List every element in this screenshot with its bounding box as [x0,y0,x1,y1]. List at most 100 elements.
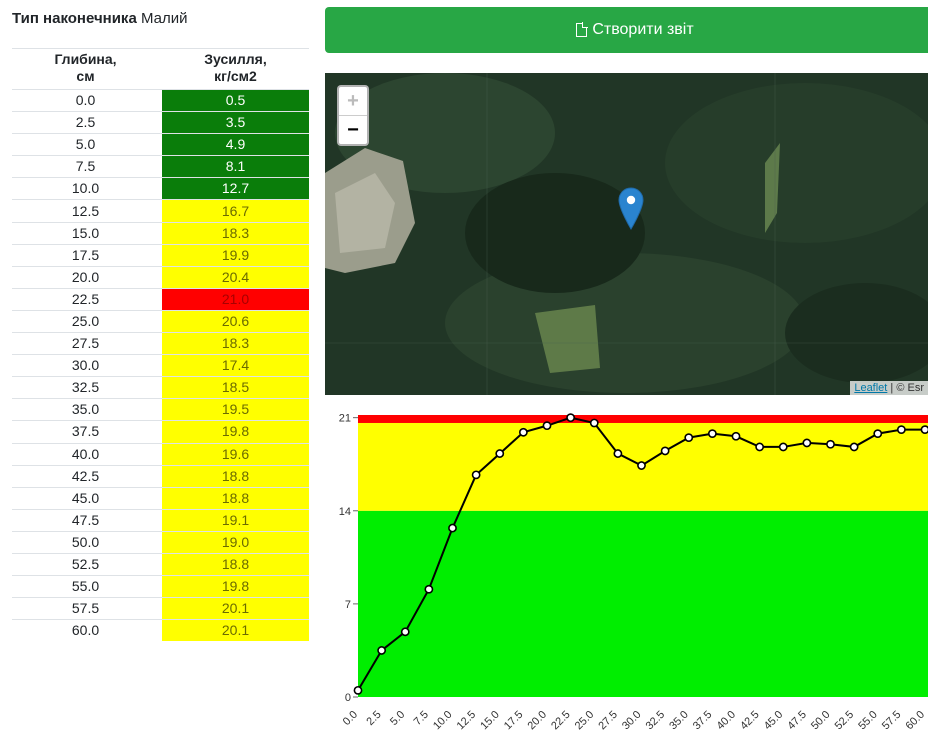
force-cell: 20.6 [162,309,309,333]
x-tick-label: 32.5 [644,709,668,733]
x-tick-label: 7.5 [412,709,431,728]
x-tick-label: 30.0 [620,709,644,733]
table-row: 17.5 19.9 [12,243,309,267]
data-point [826,439,835,449]
data-point [802,438,812,448]
create-report-label: Створити звіт [592,21,694,38]
table-row: 60.0 20.1 [12,619,309,642]
table-row: 25.0 20.6 [12,309,309,333]
data-point [873,429,883,439]
depth-cell: 35.0 [12,398,159,421]
force-cell: 19.8 [162,575,309,598]
x-tick-label: 47.5 [785,709,809,733]
x-tick-label: 20.0 [525,709,549,733]
x-tick-label: 5.0 [388,709,407,728]
force-cell: 12.7 [162,177,309,200]
table-row: 37.5 19.8 [12,420,309,443]
data-point [920,425,928,435]
map-attribution: Leaflet | © Esr [850,381,928,395]
map-zoom-control: + − [337,85,369,146]
force-cell: 20.1 [162,619,309,642]
table-row: 20.0 20.4 [12,265,309,289]
data-point [755,442,765,452]
depth-cell: 27.5 [12,332,159,355]
data-point [566,413,576,423]
x-tick-label: 2.5 [364,709,383,728]
depth-cell: 47.5 [12,508,159,532]
depth-cell: 52.5 [12,552,159,576]
data-point [377,646,387,655]
force-depth-chart: 0 7 14 21 0.0 2.5 5.0 7.5 10.0 12.5 15.0 17.5 20.0 22… [325,405,928,738]
force-cell: 17.4 [162,354,309,377]
depth-cell: 40.0 [12,442,159,466]
x-tick-label: 0.0 [341,709,360,728]
data-point [542,421,552,431]
y-tick-label: 0 [345,692,351,704]
data-point [731,431,741,441]
x-tick-label: 50.0 [809,709,833,733]
depth-cell: 55.0 [12,575,159,598]
map-marker-icon[interactable] [618,187,644,231]
table-row: 5.0 4.9 [12,133,309,156]
force-cell: 19.5 [162,398,309,421]
table-row: 45.0 18.8 [12,486,309,510]
force-cell: 16.7 [162,199,309,223]
depth-cell: 37.5 [12,420,159,443]
table-row: 7.5 8.1 [12,155,309,178]
depth-cell: 25.0 [12,309,159,333]
tip-type-value: Малий [140,10,188,27]
table-row: 2.5 3.5 [12,111,309,134]
depth-force-rows: 0.0 0.5 2.5 3.5 5.0 4.9 7.5 8.1 10.0 12.7 12.5 16.7… [12,88,309,642]
tip-type-row: Тип наконечника Малий [12,10,188,27]
force-cell: 19.0 [162,530,309,554]
depth-cell: 15.0 [12,221,159,245]
file-icon [576,22,589,37]
force-cell: 18.3 [162,332,309,355]
chart-band-0 [358,510,928,697]
force-cell: 20.4 [162,265,309,289]
data-point [400,627,410,637]
force-cell: 18.5 [162,376,309,399]
table-row: 30.0 17.4 [12,354,309,377]
tip-type-label: Тип наконечника [12,10,137,27]
create-report-button[interactable]: Створити звіт [325,7,928,53]
x-tick-label: 15.0 [478,709,502,733]
zoom-out-button[interactable]: − [347,119,359,141]
depth-header: Глибина, см [12,48,159,90]
depth-cell: 17.5 [12,243,159,267]
x-tick-label: 57.5 [880,709,904,733]
data-point [684,433,694,443]
force-header: Зусилля, кг/см2 [162,48,309,90]
x-tick-label: 22.5 [549,709,573,733]
table-row: 32.5 18.5 [12,376,309,399]
table-row: 57.5 20.1 [12,597,309,620]
depth-cell: 32.5 [12,376,159,399]
table-row: 10.0 12.7 [12,177,309,200]
table-row: 52.5 18.8 [12,552,309,576]
data-point [637,461,646,470]
x-tick-label: 42.5 [738,709,762,733]
depth-header-text: Глибина, см [54,51,117,84]
depth-cell: 50.0 [12,530,159,554]
force-cell: 8.1 [162,155,309,178]
data-point [707,429,717,439]
chart-svg: 0 7 14 21 0.0 2.5 5.0 7.5 10.0 12.5 15.0 17.5 20.0 22… [339,413,928,733]
map-imagery [325,73,928,395]
depth-cell: 22.5 [12,287,159,311]
data-point [778,442,788,452]
force-cell: 18.8 [162,552,309,576]
depth-force-table: Глибина, см Зусилля, кг/см2 0.0 0.5 2.5 3.5 5.… [12,48,309,642]
depth-cell: 0.0 [12,88,159,112]
x-tick-label: 60.0 [903,709,927,733]
force-cell: 18.8 [162,486,309,510]
data-point [849,442,859,452]
data-point [424,584,434,594]
leaflet-link[interactable]: Leaflet [854,382,888,394]
x-tick-label: 37.5 [691,709,715,733]
zoom-in-button[interactable]: + [339,87,367,116]
force-cell: 18.3 [162,221,309,245]
data-point [660,446,670,456]
satellite-map[interactable]: + − Leaflet | © Esr [325,73,928,395]
table-row: 15.0 18.3 [12,221,309,245]
x-tick-label: 10.0 [431,709,455,733]
